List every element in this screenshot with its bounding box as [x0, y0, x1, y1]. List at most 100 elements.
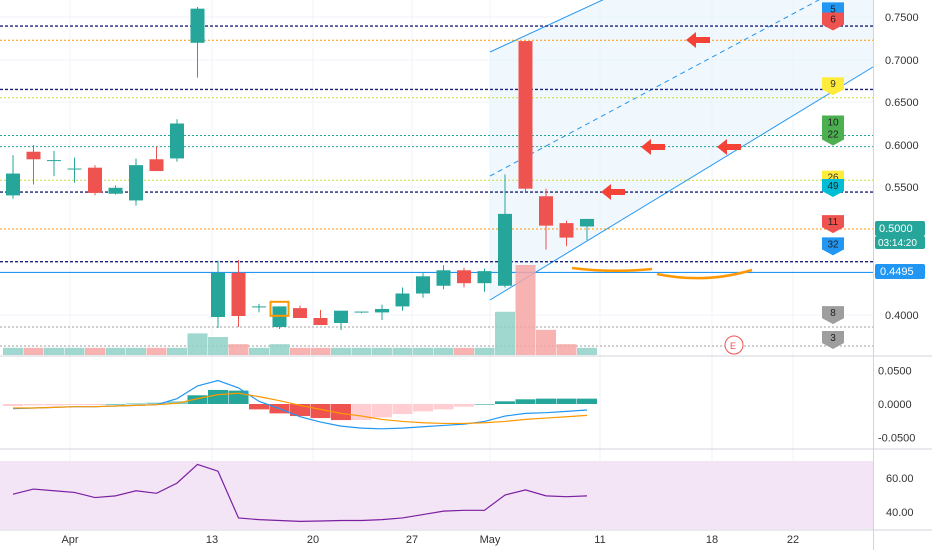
annotations[interactable] — [571, 32, 753, 280]
time-tick-label-7: 22 — [787, 534, 799, 546]
macd-hist-bar-8 — [167, 401, 187, 404]
macd-pane[interactable] — [3, 379, 597, 430]
left-arrow-icon-2 — [717, 139, 741, 155]
left-arrow-icon-3 — [601, 184, 625, 200]
price-channel[interactable] — [489, 0, 874, 301]
time-tick-label-4: May — [480, 534, 501, 546]
signal-badge-label-5: 26 — [827, 173, 839, 184]
candle-body-21 — [436, 270, 451, 286]
volume-bar-9 — [187, 333, 208, 355]
volume-bar-24 — [495, 311, 515, 355]
candle-highlight-box — [269, 300, 290, 317]
signal-line — [13, 392, 588, 425]
volume-bar-20 — [413, 347, 433, 355]
price-tick-label-2: 0.6500 — [885, 97, 919, 109]
volume-bar-26 — [536, 329, 556, 355]
macd-hist-bar-6 — [126, 403, 146, 405]
candle-body-27 — [559, 223, 574, 238]
volume-bar-25 — [515, 265, 536, 355]
price-tick-label-5: 0.4000 — [885, 310, 919, 322]
macd-hist-bar-20 — [413, 404, 433, 412]
macd-hist-bar-5 — [105, 404, 126, 405]
rsi-tick-label-0: 60.00 — [886, 473, 914, 485]
macd-tick-label-0: 0.0500 — [878, 366, 912, 378]
price-axis[interactable]: 0.7500 0.7000 0.6500 0.6000 0.5500 0.4000 0.05… — [61, 12, 918, 546]
signal-badge-label-6: 49 — [827, 181, 839, 192]
left-arrow-icon-0 — [686, 32, 710, 48]
price-tick-label-3: 0.6000 — [885, 140, 919, 152]
volume-bar-5 — [105, 347, 126, 355]
candle-body-15 — [313, 318, 328, 325]
candle-body-18 — [375, 308, 389, 313]
time-tick-label-3: 27 — [406, 534, 418, 546]
macd-hist-bar-26 — [536, 398, 556, 404]
volume-bar-22 — [454, 347, 474, 355]
candle-body-11 — [231, 272, 246, 316]
volume-bar-27 — [556, 344, 577, 355]
left-arrow-icon-1 — [641, 139, 665, 155]
macd-hist-bar-14 — [290, 404, 310, 417]
rsi-tick-label-1: 40.00 — [886, 507, 914, 519]
channel-mid-line — [489, 0, 820, 177]
candle-body-5 — [108, 187, 123, 194]
candle-body-23 — [477, 271, 492, 284]
candle-body-20 — [416, 276, 430, 294]
macd-hist-bar-19 — [392, 404, 413, 415]
projection-curve-2 — [656, 268, 753, 280]
signal-badge-8 — [822, 237, 844, 256]
earnings-marker-label: E — [730, 341, 736, 351]
signal-badge-label-4: 22 — [827, 130, 839, 141]
price-tick-label-0: 0.7500 — [885, 12, 919, 24]
signal-badge-9 — [822, 306, 844, 325]
macd-hist-bar-18 — [372, 404, 392, 418]
volume-bars — [3, 265, 597, 355]
volume-bar-13 — [269, 344, 290, 355]
candle-body-24 — [498, 213, 512, 286]
macd-hist-bar-25 — [515, 399, 536, 404]
macd-hist-bar-24 — [495, 401, 515, 404]
channel-fill — [490, 0, 873, 300]
volume-bar-8 — [167, 347, 187, 355]
candle-body-26 — [539, 196, 553, 226]
candle-body-25 — [518, 41, 533, 189]
signal-badge-label-0: 5 — [830, 4, 836, 15]
volume-bar-1 — [23, 347, 44, 355]
volume-bar-2 — [44, 347, 64, 355]
macd-hist-bar-23 — [474, 404, 495, 405]
candle-body-6 — [129, 165, 143, 201]
channel-lower-line — [489, 66, 874, 301]
time-tick-label-5: 11 — [594, 534, 605, 546]
candles[interactable] — [6, 7, 594, 330]
rsi-band — [0, 461, 873, 529]
signal-badge-4 — [822, 127, 844, 146]
price-tick-label-1: 0.7000 — [885, 55, 919, 67]
candle-body-2 — [47, 160, 61, 162]
projection-curve-1 — [571, 266, 653, 273]
volume-bar-19 — [392, 347, 413, 355]
macd-hist-bar-12 — [249, 404, 269, 410]
candle-body-16 — [334, 310, 348, 323]
candle-body-7 — [149, 159, 164, 172]
candle-body-28 — [580, 218, 594, 227]
candle-body-3 — [67, 168, 82, 170]
rsi-pane[interactable] — [12, 463, 588, 522]
earnings-marker[interactable]: E — [724, 335, 744, 355]
time-tick-label-6: 18 — [706, 534, 718, 546]
signal-badge-label-9: 8 — [830, 308, 836, 319]
macd-hist-bar-7 — [146, 402, 167, 404]
candle-body-0 — [6, 173, 20, 196]
signal-badge-7 — [822, 215, 844, 234]
volume-bar-10 — [208, 337, 228, 355]
countdown-label: 03:14:20 — [878, 238, 917, 249]
channel-upper-line — [489, 0, 604, 53]
signal-badge-label-8: 32 — [827, 239, 839, 250]
macd-hist-bar-28 — [577, 398, 597, 404]
signal-badge-label-7: 11 — [828, 217, 839, 228]
macd-hist-bar-16 — [331, 404, 351, 421]
volume-bar-0 — [3, 347, 23, 355]
signal-badge-2 — [822, 77, 844, 96]
volume-bar-18 — [372, 347, 392, 355]
volume-bar-28 — [577, 347, 597, 355]
